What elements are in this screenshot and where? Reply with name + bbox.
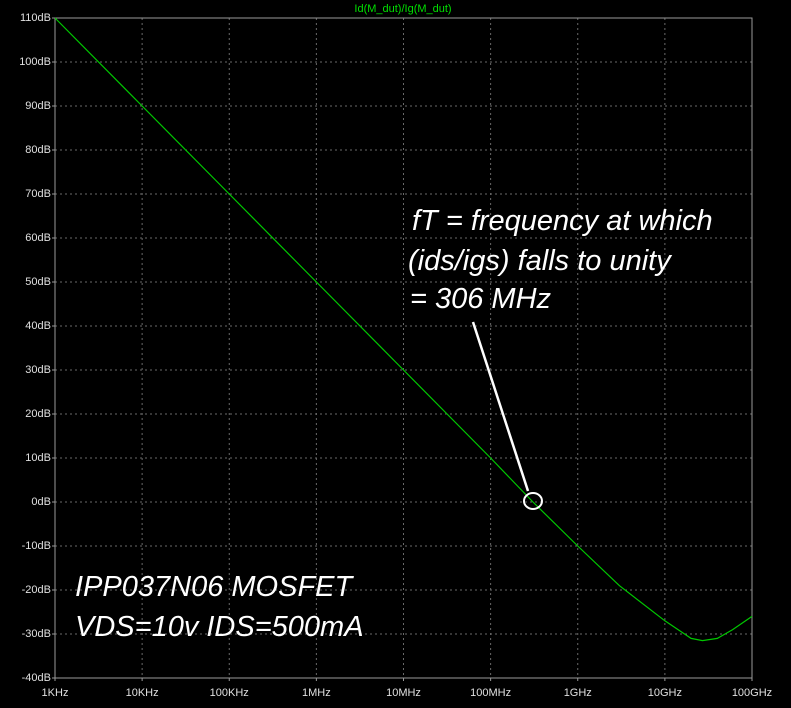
y-tick-label: 80dB [25, 144, 51, 156]
x-tick-label: 100GHz [732, 687, 772, 699]
y-tick-label: -30dB [22, 628, 51, 640]
y-tick-label: -10dB [22, 540, 51, 552]
annotation-text: VDS=10v IDS=500mA [75, 611, 364, 643]
chart-title: Id(M_dut)/Ig(M_dut) [354, 3, 451, 15]
plot-lines [54, 17, 753, 642]
annotation-text: IPP037N06 MOSFET [75, 571, 354, 603]
y-tick-label: 10dB [25, 452, 51, 464]
x-tick-label: 1MHz [302, 687, 331, 699]
x-tick-label: 1GHz [564, 687, 592, 699]
x-tick-label: 100MHz [470, 687, 511, 699]
x-tick-label: 10GHz [648, 687, 682, 699]
annotation-text: = 306 MHz [410, 283, 552, 315]
y-tick-label: -40dB [22, 672, 51, 684]
annotation-text: fT = frequency at which [412, 205, 713, 237]
y-tick-label: 60dB [25, 232, 51, 244]
x-tick-label: 1KHz [42, 687, 69, 699]
x-tick-label: 10MHz [386, 687, 421, 699]
plot-frame [54, 17, 753, 679]
y-tick-label: 40dB [25, 320, 51, 332]
data-line [54, 17, 753, 642]
annotation-arrow [471, 321, 530, 492]
y-tick-label: 20dB [25, 408, 51, 420]
annotation-text: (ids/igs) falls to unity [408, 245, 672, 277]
y-tick-label: 100dB [19, 56, 51, 68]
y-tick-label: 50dB [25, 276, 51, 288]
y-tick-label: 70dB [25, 188, 51, 200]
y-tick-label: -20dB [22, 584, 51, 596]
y-tick-label: 30dB [25, 364, 51, 376]
y-tick-label: 90dB [25, 100, 51, 112]
x-tick-label: 10KHz [126, 687, 159, 699]
x-tick-label: 100KHz [210, 687, 249, 699]
annotation-circle [523, 492, 543, 510]
y-tick-label: 0dB [31, 496, 51, 508]
y-tick-label: 110dB [20, 12, 51, 24]
